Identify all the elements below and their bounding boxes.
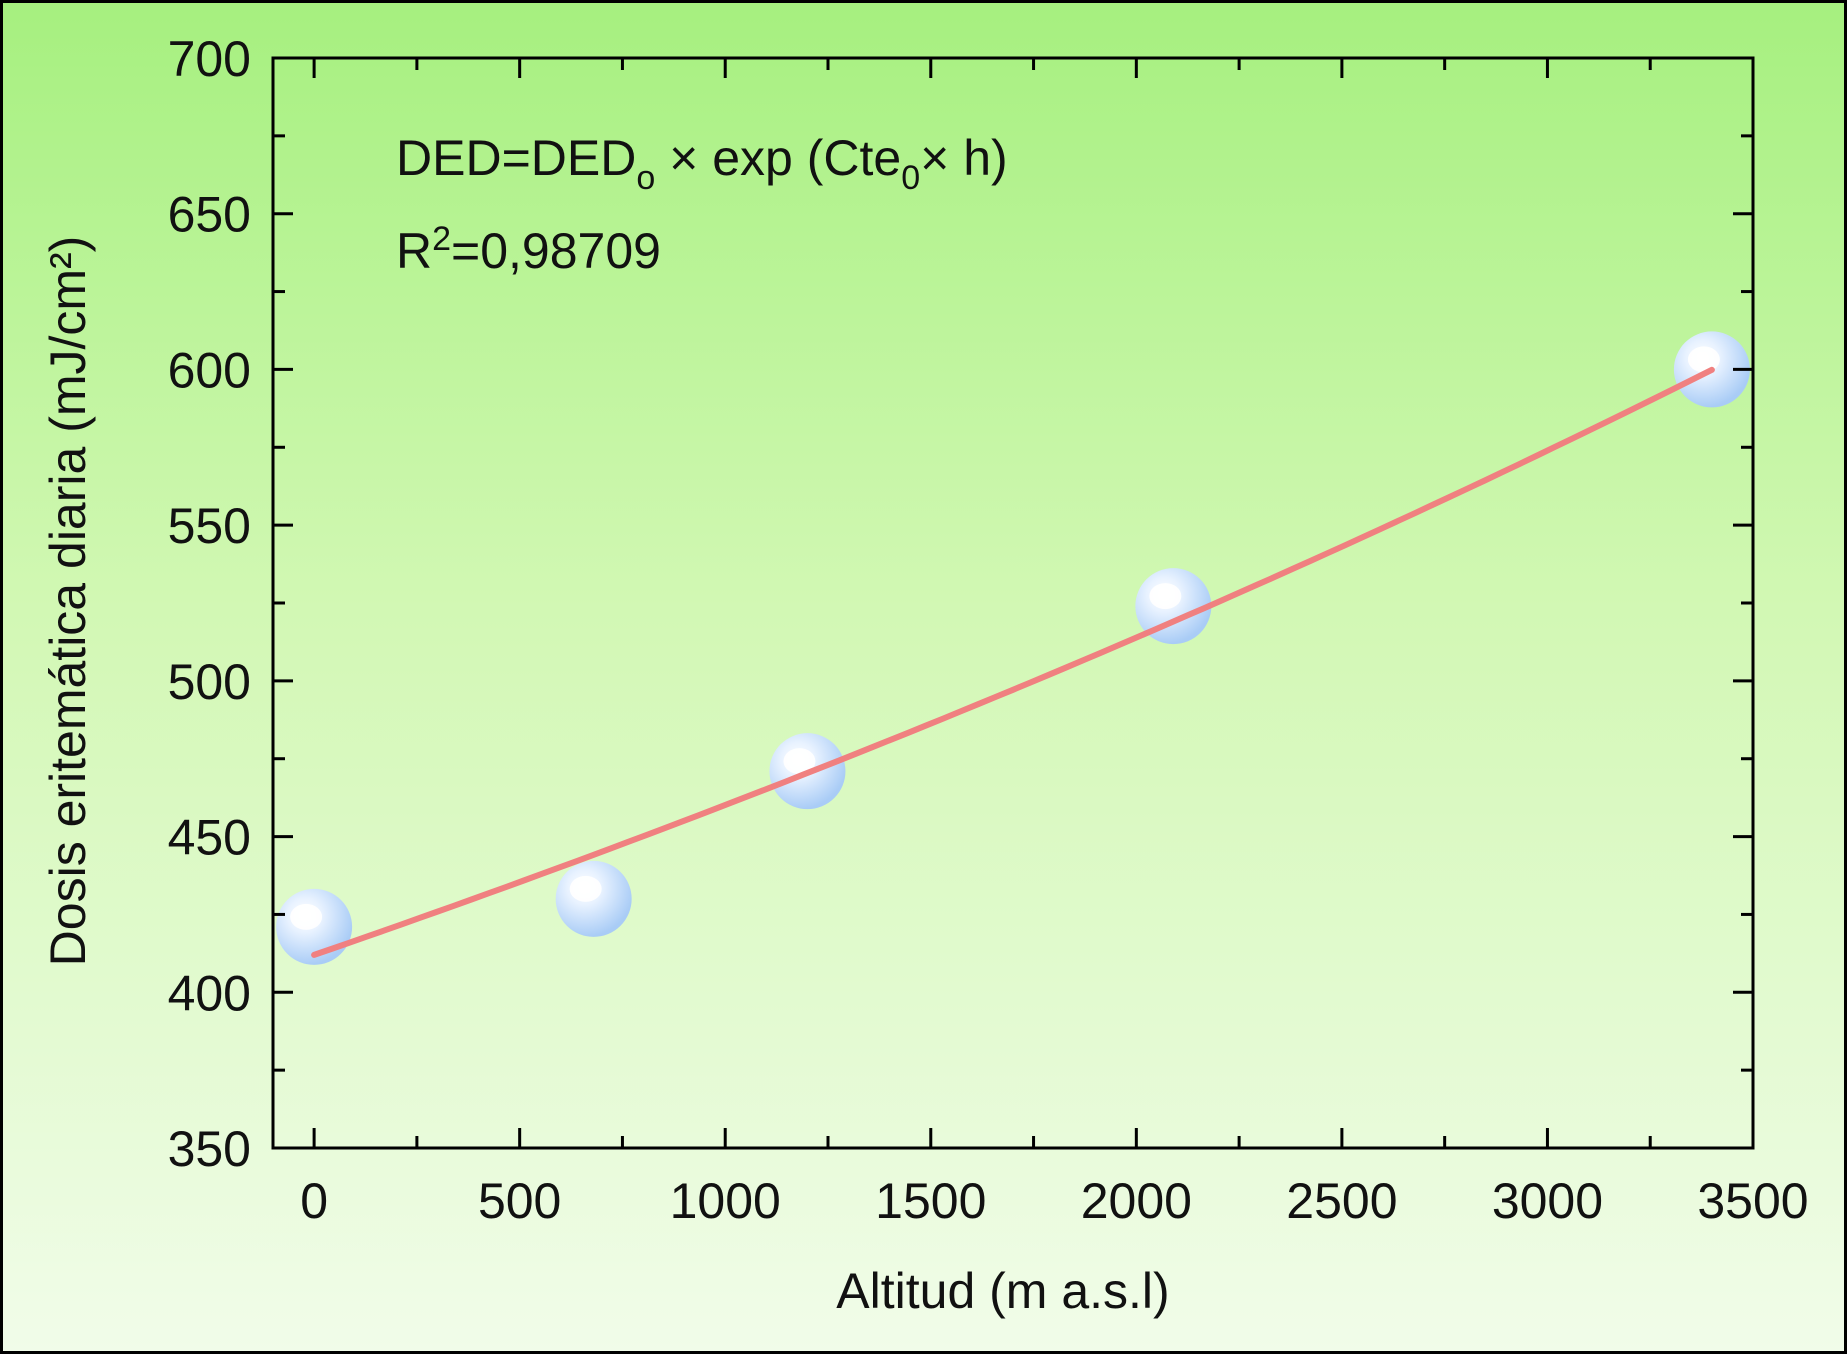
r2-value: =0,98709 — [451, 223, 661, 279]
y-tick-label: 700 — [168, 31, 251, 87]
fit-curve — [311, 366, 1715, 958]
r2-superscript: 2 — [432, 220, 451, 258]
data-points — [276, 331, 1750, 965]
x-tick-label: 2000 — [1081, 1173, 1192, 1229]
y-tick-label: 650 — [168, 187, 251, 243]
data-point-highlight — [1687, 346, 1720, 373]
x-tick-labels: 0 500 1000 1500 2000 2500 3000 3500 — [300, 1173, 1808, 1229]
r-squared-annotation: R2=0,98709 — [396, 220, 661, 279]
data-point-highlight — [1149, 583, 1182, 610]
equation-end: × h) — [920, 130, 1008, 186]
y-tick-label: 450 — [168, 810, 251, 866]
axis-ticks — [273, 56, 1755, 1150]
x-axis-label: Altitud (m a.s.l) — [836, 1263, 1169, 1319]
x-tick-label: 3500 — [1697, 1173, 1808, 1229]
data-point-highlight — [783, 748, 816, 775]
data-point-highlight — [569, 875, 602, 902]
y-tick-label: 600 — [168, 342, 251, 398]
y-tick-label: 350 — [168, 1121, 251, 1177]
x-tick-label: 0 — [300, 1173, 328, 1229]
y-axis-label: Dosis eritemática diaria (mJ/cm²) — [40, 236, 96, 967]
x-tick-label: 1000 — [670, 1173, 781, 1229]
plot-frame — [271, 56, 1755, 1150]
equation-subscript-o: o — [636, 159, 655, 197]
y-tick-label: 400 — [168, 965, 251, 1021]
y-tick-label: 550 — [168, 498, 251, 554]
chart: 0 500 1000 1500 2000 2500 3000 3500 350 400 450 50… — [40, 31, 1809, 1319]
equation-main: DED=DED — [396, 130, 636, 186]
x-tick-label: 2500 — [1286, 1173, 1397, 1229]
x-tick-label: 1500 — [875, 1173, 986, 1229]
data-point-highlight — [290, 903, 323, 930]
r2-prefix: R — [396, 223, 432, 279]
equation-annotation: DED=DEDo × exp (Cte0× h) — [396, 130, 1008, 197]
equation-middle: × exp (Cte — [655, 130, 901, 186]
y-tick-labels: 350 400 450 500 550 600 650 700 — [168, 31, 251, 1177]
y-tick-label: 500 — [168, 654, 251, 710]
x-tick-label: 500 — [478, 1173, 561, 1229]
x-tick-label: 3000 — [1492, 1173, 1603, 1229]
equation-subscript-0: 0 — [901, 159, 920, 197]
